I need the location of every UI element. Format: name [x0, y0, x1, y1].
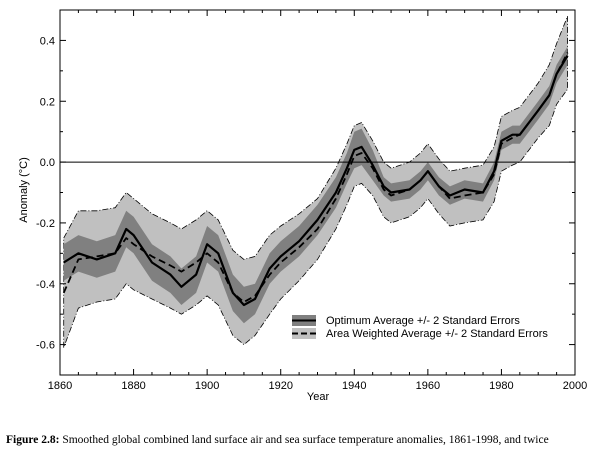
x-tick-label: 1900: [195, 380, 219, 392]
caption-text: Smoothed global combined land surface ai…: [62, 434, 549, 446]
y-tick-label: -0.4: [36, 279, 55, 291]
x-axis: 1860 1880 1900 1920 1940 1960 1980 2000: [48, 10, 587, 392]
x-tick-label: 1960: [416, 380, 440, 392]
x-tick-label: 1880: [121, 380, 145, 392]
y-axis-title: Anomaly (°C): [18, 157, 30, 223]
x-tick-label: 1940: [342, 380, 366, 392]
x-tick-label: 1920: [268, 380, 292, 392]
optimum-error-band: [63, 46, 568, 324]
caption-label: Figure 2.8:: [6, 434, 60, 446]
anomaly-chart: 1860 1880 1900 1920 1940 1960 1980 2000 -0.6-0.…: [18, 9, 587, 403]
legend: Optimum Average +/- 2 Standard Errors Ar…: [292, 315, 548, 340]
x-tick-label: 1860: [48, 380, 72, 392]
y-tick-label: -0.2: [36, 218, 55, 230]
optimum-band-fill: [63, 46, 568, 324]
legend-label-optimum: Optimum Average +/- 2 Standard Errors: [326, 315, 520, 327]
y-tick-label: 0.2: [40, 96, 55, 108]
x-tick-label: 1980: [489, 380, 513, 392]
series-lines: [62, 52, 569, 307]
x-axis-title: Year: [307, 391, 330, 403]
y-tick-label: 0.4: [40, 35, 55, 47]
y-axis: -0.6 -0.4 -0.2 0.0 0.2 0.4: [36, 9, 575, 376]
figure-caption: Figure 2.8: Smoothed global combined lan…: [6, 433, 591, 452]
legend-label-area-weighted: Area Weighted Average +/- 2 Standard Err…: [326, 328, 548, 340]
area-weighted-average-line: [62, 52, 569, 303]
optimum-average-line: [63, 55, 569, 307]
x-tick-label: 2000: [563, 380, 587, 392]
y-tick-label: 0.0: [40, 157, 55, 169]
y-tick-label: -0.6: [36, 340, 55, 352]
